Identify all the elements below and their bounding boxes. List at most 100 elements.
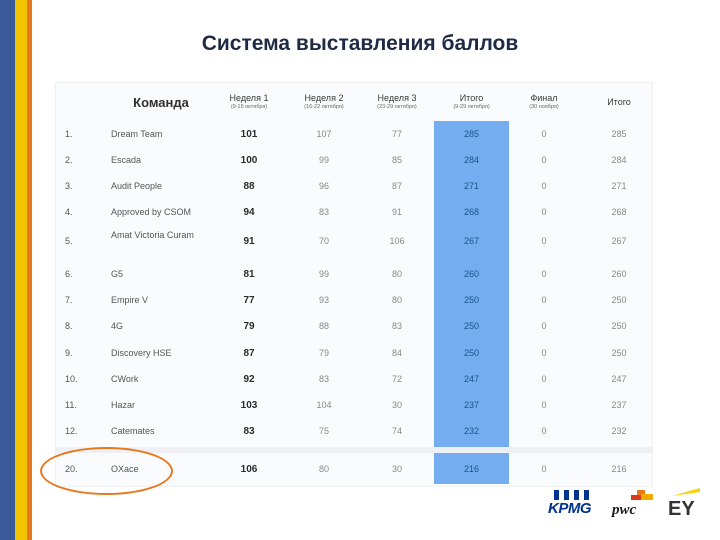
scores-table: Команда Неделя 1 (9-15 октября) Неделя 2…: [55, 82, 653, 487]
cell-result: 232: [611, 426, 627, 436]
cell-total: 260: [463, 269, 480, 279]
cell-result: 250: [611, 321, 627, 331]
cell-total: 237: [463, 400, 480, 410]
cell-w3: 87: [391, 181, 402, 191]
cell-w2: 75: [318, 426, 329, 436]
header-total-label: Итого: [459, 93, 484, 103]
cell-rank: 5.: [65, 236, 73, 246]
cell-w2: 99: [318, 269, 329, 279]
cell-result: 250: [611, 348, 627, 358]
slide-title: Система выставления баллов: [201, 32, 519, 55]
cell-result: 237: [611, 400, 627, 410]
highlight-row-final: 0: [541, 464, 547, 474]
highlight-row-total: 216: [463, 464, 480, 474]
cell-result: 250: [611, 295, 627, 305]
kpmg-logo: KPMG: [548, 500, 592, 517]
cell-final: 0: [541, 348, 547, 358]
cell-w2: 107: [316, 129, 332, 139]
highlight-row-w3: 30: [391, 464, 402, 474]
header-week3-label: Неделя 3: [377, 93, 417, 103]
header-result-label: Итого: [607, 97, 631, 107]
cell-result: 267: [611, 236, 627, 246]
highlight-circle: [40, 447, 173, 495]
header-week3-dates: (23-29 октября): [377, 104, 417, 110]
header-week2-label: Неделя 2: [304, 93, 344, 103]
cell-rank: 1.: [65, 129, 73, 139]
cell-w2: 93: [318, 295, 329, 305]
cell-w2: 83: [318, 207, 329, 217]
cell-rank: 11.: [65, 400, 77, 410]
cell-w3: 80: [391, 269, 402, 279]
cell-rank: 2.: [65, 155, 73, 165]
pwc-blocks-icon: [631, 490, 653, 500]
highlight-row-result: 216: [611, 464, 627, 474]
cell-rank: 3.: [65, 181, 73, 191]
header-week1-label: Неделя 1: [229, 93, 269, 103]
cell-w1: 94: [243, 207, 255, 218]
table-separator: [56, 447, 652, 453]
cell-rank: 9.: [65, 348, 73, 358]
side-stripe-blue: [0, 0, 15, 540]
kpmg-bars-icon: [554, 490, 589, 500]
cell-total: 285: [463, 129, 480, 139]
cell-rank: 10.: [65, 374, 78, 384]
cell-w3: 84: [391, 348, 402, 358]
header-week1-dates: (9-15 октября): [230, 104, 268, 110]
cell-total: 250: [463, 295, 480, 305]
cell-team: Amat Victoria Curam: [111, 230, 194, 240]
cell-rank: 4.: [65, 207, 73, 217]
cell-w2: 79: [318, 348, 329, 358]
cell-team: Empire V: [111, 295, 149, 305]
cell-w3: 91: [391, 207, 402, 217]
header-team: Команда: [133, 95, 189, 110]
cell-w1: 83: [243, 426, 255, 437]
cell-result: 285: [611, 129, 627, 139]
cell-w3: 30: [391, 400, 402, 410]
cell-w3: 72: [391, 374, 402, 384]
cell-result: 284: [611, 155, 627, 165]
cell-final: 0: [541, 374, 547, 384]
cell-final: 0: [541, 181, 547, 191]
cell-team: Approved by CSOM: [111, 207, 192, 217]
cell-w2: 88: [318, 321, 329, 331]
cell-w2: 70: [318, 236, 329, 246]
cell-total: 271: [463, 181, 480, 191]
cell-total: 284: [463, 155, 480, 165]
cell-final: 0: [541, 426, 547, 436]
cell-final: 0: [541, 400, 547, 410]
cell-w1: 92: [243, 374, 255, 385]
cell-final: 0: [541, 236, 547, 246]
cell-total: 247: [463, 374, 480, 384]
cell-w3: 85: [391, 155, 402, 165]
cell-team: 4G: [111, 321, 124, 331]
cell-team: Dream Team: [111, 129, 163, 139]
cell-team: CWork: [111, 374, 139, 384]
cell-total: 232: [463, 426, 480, 436]
cell-w2: 96: [318, 181, 329, 191]
total-column-highlight-last: [434, 453, 509, 484]
cell-team: Audit People: [111, 181, 163, 191]
highlight-row-w2: 80: [318, 464, 329, 474]
total-column-highlight: [434, 121, 509, 447]
cell-w3: 77: [391, 129, 402, 139]
cell-w3: 80: [391, 295, 402, 305]
cell-rank: 6.: [65, 269, 73, 279]
cell-rank: 8.: [65, 321, 73, 331]
cell-w1: 77: [243, 295, 255, 306]
side-stripe-orange: [27, 0, 32, 540]
header-week1: Неделя 1 (9-15 октября): [221, 93, 277, 110]
cell-rank: 7.: [65, 295, 73, 305]
cell-total: 267: [463, 236, 480, 246]
cell-total: 250: [463, 321, 480, 331]
cell-w3: 106: [389, 236, 405, 246]
header-final-label: Финал: [530, 93, 558, 103]
header-week2: Неделя 2 (16-22 октября): [296, 93, 352, 110]
cell-total: 250: [463, 348, 480, 358]
cell-team: Catemates: [111, 426, 155, 436]
side-stripe-yellow: [15, 0, 27, 540]
cell-w3: 83: [391, 321, 402, 331]
ey-logo: EY: [668, 498, 695, 520]
cell-w1: 88: [243, 181, 255, 192]
cell-team: Escada: [111, 155, 142, 165]
header-total: Итого (9-29 октября): [434, 93, 509, 110]
